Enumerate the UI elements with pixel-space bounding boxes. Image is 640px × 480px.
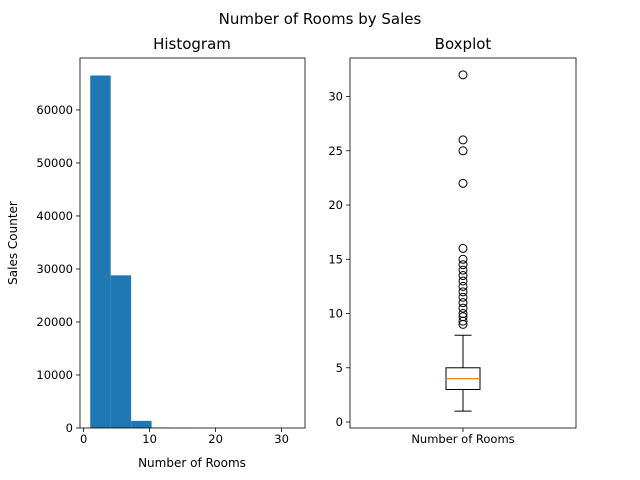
boxplot-x-tick-label: Number of Rooms (411, 432, 514, 446)
histogram-frame (79, 57, 306, 429)
boxplot-flier (458, 309, 468, 319)
histogram-y-ticks: 0 10000 20000 30000 40000 50000 60000 (36, 103, 80, 435)
histogram-bars (90, 75, 295, 429)
boxplot-y-tick-label: 30 (328, 90, 343, 104)
histogram-y-tick-label: 0 (66, 421, 73, 435)
boxplot-y-tick-label: 20 (328, 198, 343, 212)
boxplot-flier (458, 265, 468, 275)
boxplot-y-ticks: 0 5 10 15 20 25 30 (328, 90, 350, 429)
histogram-x-tick-label: 0 (80, 432, 87, 446)
boxplot-flier (458, 243, 468, 253)
boxplot-flier (458, 260, 468, 270)
histogram-y-tick-label: 10000 (36, 368, 73, 382)
boxplot-axes: Boxplot 0 5 10 15 20 25 30 Number of Rooms (328, 35, 577, 446)
histogram-x-ticks: 0 10 20 30 (80, 428, 289, 446)
boxplot-flier (458, 146, 468, 156)
boxplot-flier (458, 287, 468, 297)
boxplot-y-tick-label: 0 (336, 415, 343, 429)
boxplot-frame (349, 57, 577, 429)
boxplot-flier (458, 70, 468, 80)
histogram-axes: Histogram 0 10 20 30 0 10000 20000 30000 40000 5… (6, 35, 306, 470)
histogram-bar-1 (110, 275, 132, 428)
boxplot-flier (458, 312, 468, 322)
histogram-bar-0 (90, 75, 111, 429)
histogram-bar-2 (131, 420, 152, 428)
histogram-x-tick-label: 20 (208, 432, 223, 446)
histogram-y-label: Sales Counter (6, 201, 20, 285)
boxplot-flier (458, 298, 468, 308)
boxplot-flier (458, 292, 468, 302)
histogram-y-tick-label: 20000 (36, 315, 73, 329)
boxplot-flier (458, 254, 468, 264)
boxplot-marks (445, 70, 481, 412)
boxplot-title: Boxplot (435, 35, 492, 53)
boxplot-y-tick-label: 15 (328, 252, 343, 266)
histogram-y-tick-label: 60000 (36, 103, 73, 117)
histogram-x-tick-label: 10 (142, 432, 157, 446)
histogram-title: Histogram (153, 35, 231, 53)
boxplot-flier (458, 271, 468, 281)
histogram-y-tick-label: 50000 (36, 156, 73, 170)
boxplot-flier (458, 303, 468, 313)
histogram-y-tick-label: 40000 (36, 209, 73, 223)
boxplot-y-tick-label: 25 (328, 144, 343, 158)
histogram-x-tick-label: 30 (274, 432, 289, 446)
boxplot-y-tick-label: 5 (336, 361, 343, 375)
figure-title: Number of Rooms by Sales (219, 10, 422, 28)
boxplot-flier (458, 135, 468, 145)
histogram-y-tick-label: 30000 (36, 262, 73, 276)
boxplot-flier (458, 281, 468, 291)
boxplot-flier (458, 276, 468, 286)
boxplot-y-tick-label: 10 (328, 307, 343, 321)
histogram-x-label: Number of Rooms (138, 456, 246, 470)
boxplot-flier (458, 178, 468, 188)
